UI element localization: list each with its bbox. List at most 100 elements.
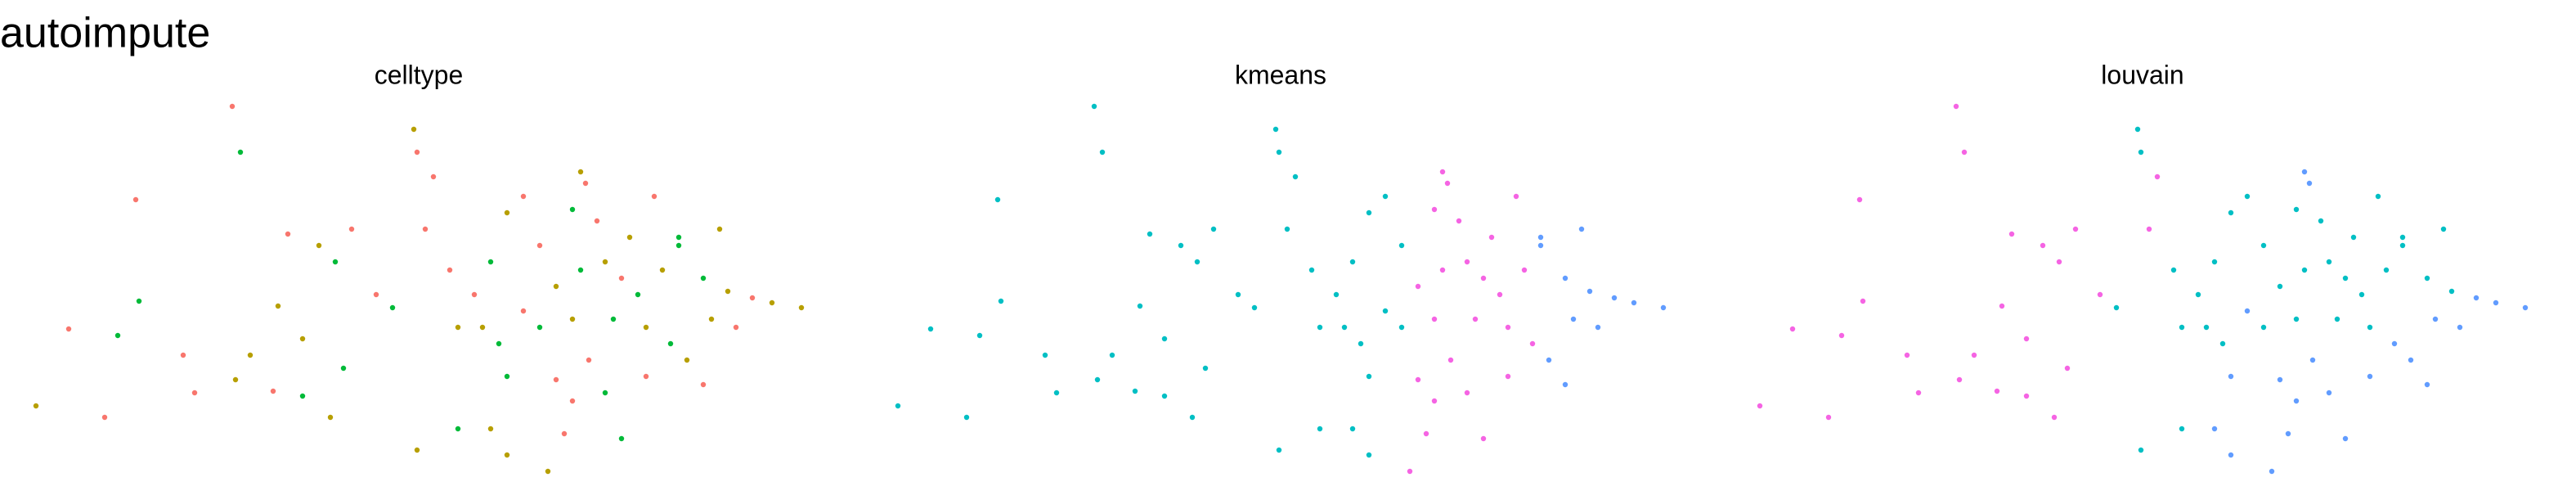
point [749,295,756,301]
point [65,326,72,332]
point [1660,304,1667,311]
point [1398,242,1405,249]
point [1382,193,1389,200]
point [610,316,617,322]
point [675,242,682,249]
point [626,234,633,241]
point [2350,234,2357,241]
point [2301,169,2308,175]
point [2342,435,2349,442]
point [275,303,281,309]
point [316,242,322,249]
point [577,267,584,273]
point [725,288,731,295]
point [1053,390,1060,396]
point [2023,336,2030,342]
point [1537,242,1544,249]
point [1513,193,1519,200]
point [1444,180,1451,187]
point [733,324,739,331]
point [1562,275,1568,282]
point [2473,295,2480,301]
point [708,316,715,322]
point [487,259,494,265]
point [1094,376,1101,383]
point [594,218,600,224]
point [1537,234,1544,241]
point [2448,288,2455,295]
point [455,426,461,432]
point [2113,304,2120,311]
point [1860,298,1866,304]
point [414,149,420,155]
point [1091,103,1097,110]
point [373,291,379,298]
point [1349,259,1356,265]
point [2522,304,2529,311]
point [1423,430,1429,437]
point [1161,336,1168,342]
point [1292,173,1299,180]
point [2375,193,2381,200]
point [1210,226,1217,232]
point [136,298,142,304]
point [1431,316,1438,322]
point [2293,398,2300,404]
point [2179,324,2185,331]
point [1915,390,1922,396]
point [1994,388,2000,394]
point [1415,283,1421,290]
point [1570,316,1577,322]
point [963,414,970,421]
point [545,468,551,475]
point [1189,414,1196,421]
point [2219,340,2226,347]
point [411,126,417,133]
point [569,206,576,213]
point [602,259,608,265]
point [1999,303,2005,309]
point [643,373,649,380]
point [1366,209,1372,216]
point [1132,388,1138,394]
point [1529,340,1536,347]
point [2244,193,2251,200]
point [1042,352,1048,358]
point [229,103,236,110]
point [504,452,510,458]
point [998,298,1004,304]
point [1904,352,1910,358]
point [2138,149,2144,155]
point [2342,275,2349,282]
point [1456,218,1462,224]
point [700,381,707,388]
point [422,226,429,232]
point [2195,291,2201,298]
point [2228,373,2234,380]
point [327,414,334,421]
point [2383,267,2390,273]
point [1439,169,1446,175]
point [471,291,478,298]
point [635,291,641,298]
point [247,352,254,358]
point [447,267,453,273]
point [716,226,723,232]
point [2269,468,2275,475]
point [1415,376,1421,383]
point [2072,226,2079,232]
point [33,403,39,409]
panel-title: kmeans [1235,60,1326,89]
point [700,275,707,282]
point [232,376,239,383]
point [2008,231,2015,237]
point [2277,283,2283,290]
point [1137,303,1143,309]
point [2367,373,2373,380]
point [798,304,805,311]
point [1439,267,1446,273]
figure-title: autoimpute [0,10,210,57]
point [1825,414,1832,421]
point [285,231,291,237]
point [2023,393,2030,399]
